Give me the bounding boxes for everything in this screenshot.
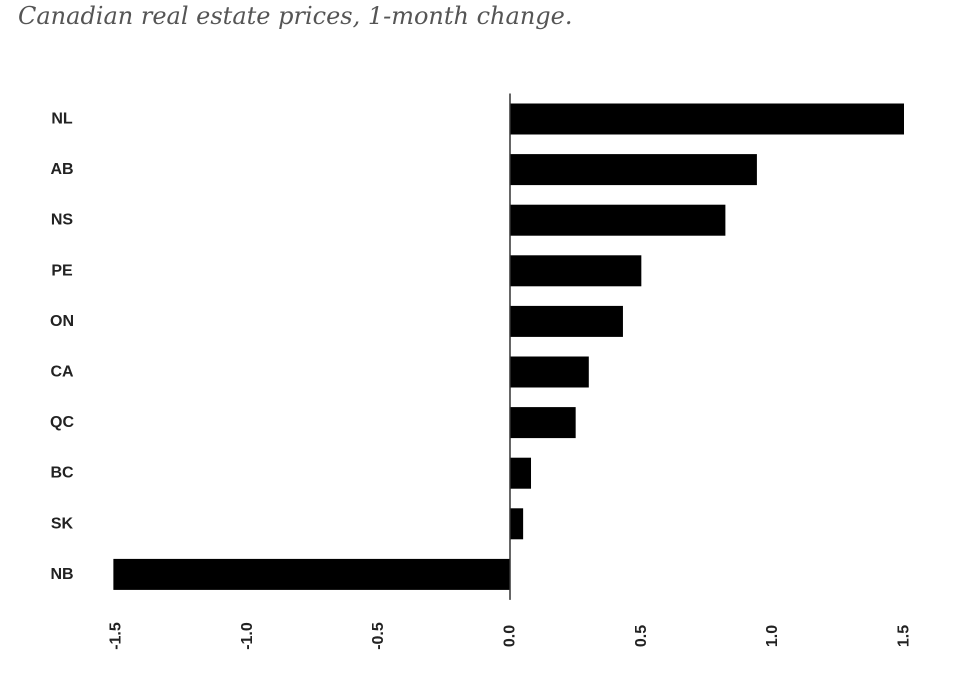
category-label-ab: AB: [50, 161, 73, 178]
bar-nl: [510, 103, 904, 135]
x-tick-label: 0.5: [633, 625, 650, 647]
bars-group: [113, 103, 904, 590]
category-label-sk: SK: [51, 515, 74, 532]
category-label-on: ON: [50, 313, 74, 330]
chart-title: Canadian real estate prices, 1-month cha…: [18, 2, 573, 30]
category-labels: NL AB NS PE ON CA QC BC SK NB: [50, 111, 74, 583]
x-tick-label: 0.0: [502, 625, 519, 647]
x-tick-label: 1.5: [896, 625, 913, 647]
bar-sk: [510, 508, 524, 540]
x-tick-labels: -1.5 -1.0 -0.5 0.0 0.5 1.0 1.5: [108, 622, 913, 650]
category-label-qc: QC: [50, 414, 74, 431]
x-tick-label: -1.0: [239, 622, 256, 650]
x-tick-label: 1.0: [764, 625, 781, 647]
bar-ab: [510, 154, 757, 186]
category-label-nb: NB: [50, 566, 73, 583]
x-tick-label: -1.5: [108, 622, 125, 650]
bar-bc: [510, 457, 532, 489]
bar-nb: [113, 558, 510, 590]
category-label-ca: CA: [50, 364, 74, 381]
bar-qc: [510, 407, 576, 439]
bar-pe: [510, 255, 642, 287]
x-tick-label: -0.5: [370, 622, 387, 650]
bar-ca: [510, 356, 589, 388]
category-label-nl: NL: [51, 111, 73, 128]
category-label-bc: BC: [50, 465, 74, 482]
category-label-pe: PE: [51, 262, 73, 279]
bar-on: [510, 305, 623, 337]
bar-ns: [510, 204, 726, 236]
category-label-ns: NS: [51, 212, 74, 229]
